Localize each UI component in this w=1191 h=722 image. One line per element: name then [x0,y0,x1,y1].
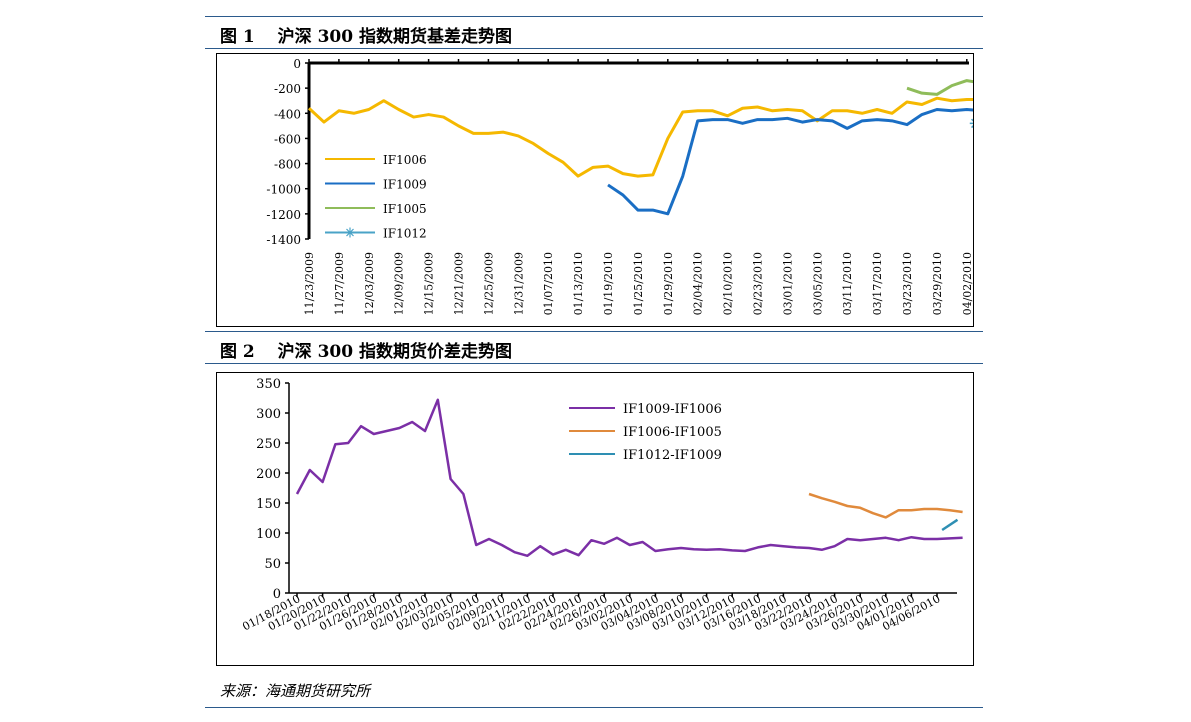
x-tick-label: 02/23/2010 [752,252,765,315]
series-line-if1005 [906,79,982,96]
figure1-top-rule [205,16,983,17]
x-tick-label: 12/21/2009 [453,252,466,315]
y-tick-label: 200 [256,467,281,482]
y-tick-label: 0 [293,57,301,71]
y-tick-label: -400 [274,107,301,121]
x-tick-label: 01/13/2010 [572,252,585,315]
series-line-if1009-if1006 [295,398,963,558]
y-tick-label: 150 [256,497,281,512]
figure2-title: 图 2 沪深 300 指数期货价差走势图 [220,342,512,362]
y-tick-label: 350 [256,377,281,392]
x-tick-label: 11/27/2009 [333,252,346,315]
series-line-if1009 [607,108,982,216]
y-tick-label: 0 [273,587,281,602]
bottom-rule [205,707,983,708]
x-tick-label: 12/15/2009 [423,252,436,315]
chart2-svg: 05010015020025030035001/18/201001/20/201… [240,377,963,633]
x-tick-label: 12/25/2009 [482,252,495,315]
series-point-if1012 [969,117,982,130]
x-tick-label: 03/17/2010 [871,252,884,315]
chart1-frame: 0 -200 -400 -600 -800 -1000 -1200 -1400 11/23/20… [216,53,991,327]
chart1-svg: 0 -200 -400 -600 -800 -1000 -1200 -140011/23/20… [266,57,991,315]
figure1-title: 图 1 沪深 300 指数期货基差走势图 [220,27,512,47]
chart2-frame: 0 50 100 150 200 250 300 350 01/18/2010 01/20/201… [216,372,974,666]
x-tick-label: 04/02/2010 [961,252,973,315]
legend-label-if1009-if1006: IF1009-IF1006 [623,402,722,417]
y-tick-label: 300 [256,407,281,422]
legend-label-if1005: IF1005 [383,202,427,216]
y-tick-label: -800 [274,158,301,172]
y-tick-label: -600 [274,132,301,146]
legend-label-if1009: IF1009 [383,178,427,192]
legend-marker-if1012 [345,227,355,238]
x-tick-label: 03/29/2010 [931,252,944,315]
x-tick-label: 03/05/2010 [811,252,824,315]
x-tick-label: 03/23/2010 [901,252,914,315]
x-tick-label: 12/09/2009 [393,252,406,315]
legend-label-if1006-if1005: IF1006-IF1005 [623,425,722,440]
legend-label-if1006: IF1006 [383,153,427,167]
y-tick-label: 50 [264,557,281,572]
legend-label-if1012: IF1012 [383,227,427,241]
y-tick-label: -1400 [266,233,301,247]
figure1-title-rule [205,48,983,49]
x-tick-label: 03/11/2010 [841,252,854,315]
y-tick-label: -200 [274,82,301,96]
y-tick-label: 250 [256,437,281,452]
x-tick-label: 01/29/2010 [662,252,675,315]
source-note: 来源：海通期货研究所 [220,682,371,700]
x-tick-label: 02/10/2010 [722,252,735,315]
legend-label-if1012-if1009: IF1012-IF1009 [623,448,722,463]
figure2-top-rule [205,331,983,332]
x-tick-label: 12/03/2009 [363,252,376,315]
y-tick-label: 100 [256,527,281,542]
series-line-if1006-if1005 [808,492,963,519]
x-tick-label: 02/04/2010 [692,252,705,315]
series-line-if1012-if1009 [941,518,959,532]
x-tick-label: 01/07/2010 [542,252,555,315]
x-tick-label: 01/19/2010 [602,252,615,315]
x-tick-label: 11/23/2009 [303,252,316,315]
x-tick-label: 03/01/2010 [781,252,794,315]
series-line-if1006 [307,96,982,178]
x-tick-label: 12/31/2009 [512,252,525,315]
figure2-title-rule [205,363,983,364]
y-tick-label: -1200 [266,208,301,222]
y-tick-label: -1000 [266,183,301,197]
x-tick-label: 01/25/2010 [632,252,645,315]
